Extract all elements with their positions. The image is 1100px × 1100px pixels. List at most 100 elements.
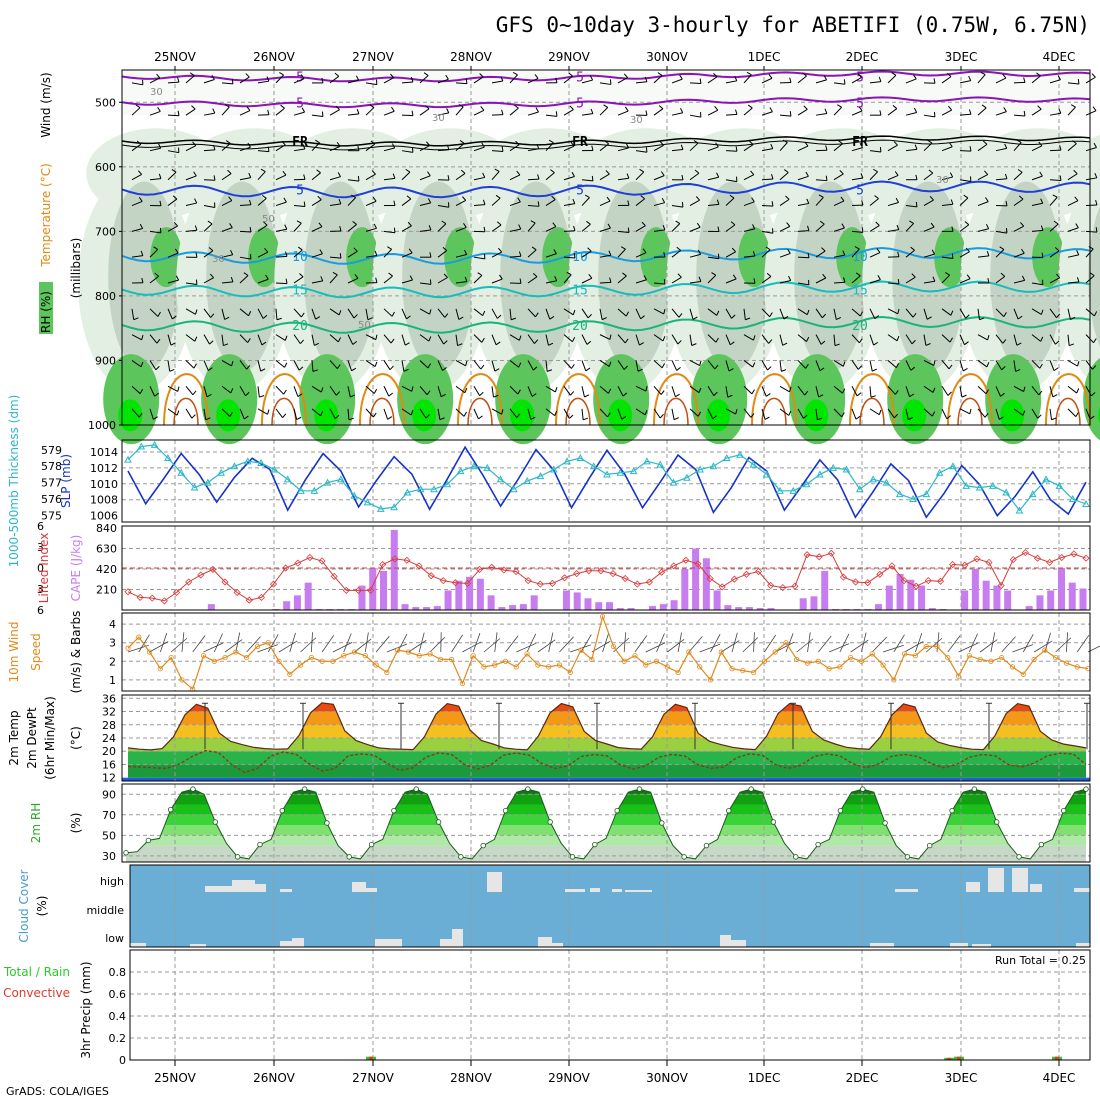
wind-barb-flag [208,367,213,371]
wind-barb-10m [494,632,498,653]
wind-barb [815,308,823,319]
wind-barb [437,308,446,318]
wind-barb-flag [838,140,843,145]
wind-barb-flag [510,317,517,321]
lifted-index-marker [718,583,726,591]
wind-barb-flag [261,194,267,199]
wind-barb [1013,385,1024,393]
wind-barb-flag [909,220,914,224]
lifted-index-marker [257,593,265,601]
wind-barb-flag [623,365,628,370]
cape-bar [369,568,377,610]
wind-barb-flag [803,414,808,419]
wind-barb-flag [296,416,302,420]
lifted-index-marker [936,577,945,585]
wind-barb-flag [243,272,249,276]
wind-barb [509,334,520,341]
wind-barb [923,114,935,118]
wind-speed-marker [697,664,703,670]
wind-barb-flag [303,174,306,180]
wind-speed-marker [1020,671,1026,677]
wind-barb-flag [317,195,322,201]
wind-barb-flag [625,143,630,149]
rh-marker [190,786,196,792]
wind-barb [419,334,430,342]
wind-barb [1067,334,1070,346]
wind-barb-flag [663,279,666,285]
wind-barb-10m [580,634,592,653]
wind-barb [401,171,411,181]
wind-barb-flag [925,343,931,346]
wind-barb-flag [699,78,702,84]
lifted-index-marker [427,572,435,580]
thickness-marker [829,463,838,471]
wind-barb-10m [1055,637,1072,653]
wind-barb-flag [603,104,609,108]
lifted-index-marker [391,555,399,563]
wind-barb [1013,171,1023,181]
wind-barb [239,408,245,420]
cape-bar [509,605,517,610]
wind-barb-flag [874,195,879,200]
isotherm-label: 15 [292,283,308,298]
wind-speed-marker [772,649,778,655]
wind-barb [455,173,466,181]
wind-barb [527,308,536,318]
wind-barb [347,79,359,84]
wind-barb [131,385,141,395]
wind-barb-flag [516,413,521,418]
wind-barb-flag [373,223,378,229]
wind-barb-flag [191,414,196,419]
wind-barb-flag [817,417,823,421]
cape-bar [745,607,753,610]
wind-barb [779,225,791,232]
wind-barb [167,408,178,416]
thickness-marker [736,450,744,458]
wind-barb-flag [283,389,287,395]
wind-barb [1013,198,1024,206]
cape-bar [681,569,689,610]
rh-marker [324,820,330,826]
cape-bar [885,585,893,610]
wind-barb [833,173,844,181]
surface-isotherm-arch [261,373,307,426]
thickness-marker [935,468,944,476]
wind-barb [725,334,731,345]
wind-barb-10m [505,635,519,653]
wind-barb [941,109,952,116]
wind-barb-flag [1038,141,1043,147]
wind-barb-flag [1020,222,1025,227]
wind-barb [851,360,859,370]
wind-barb-flag [209,273,214,279]
temp-band [128,751,1086,765]
wind-barb [329,256,342,259]
precip-axis-label: 3hr Precip (mm) [79,961,93,1058]
upper-air-wind-label: Wind (m/s) [39,72,53,137]
wind-barb [1049,277,1060,284]
wind-barb [725,197,735,206]
cloud-bar-high [1074,888,1090,892]
wind-barb-10m [623,632,627,653]
wind-barb [239,110,251,116]
wind-barb [131,308,135,320]
rh-contour-label: 30 [936,175,949,186]
wind-barb-flag [408,248,413,254]
wind-barb [653,282,665,285]
wind-barb [545,253,557,258]
cape-bar [616,608,624,610]
rh-marker [547,819,553,825]
cape-bar [982,580,990,610]
wind-barb-flag [442,367,447,371]
wind-barb [419,308,430,315]
lifted-index-marker [839,573,848,581]
wind-barb [185,308,196,315]
wind-speed-marker [384,669,390,676]
wind-barb [491,197,501,206]
lifted-index-marker [185,578,193,586]
thickness-marker [150,440,159,448]
wind-barb-flag [783,315,789,320]
wind-barb [185,385,194,396]
wind-barb-flag [1038,390,1043,396]
cloud-level-label: low [105,932,124,945]
wind-speed-marker [287,671,293,677]
